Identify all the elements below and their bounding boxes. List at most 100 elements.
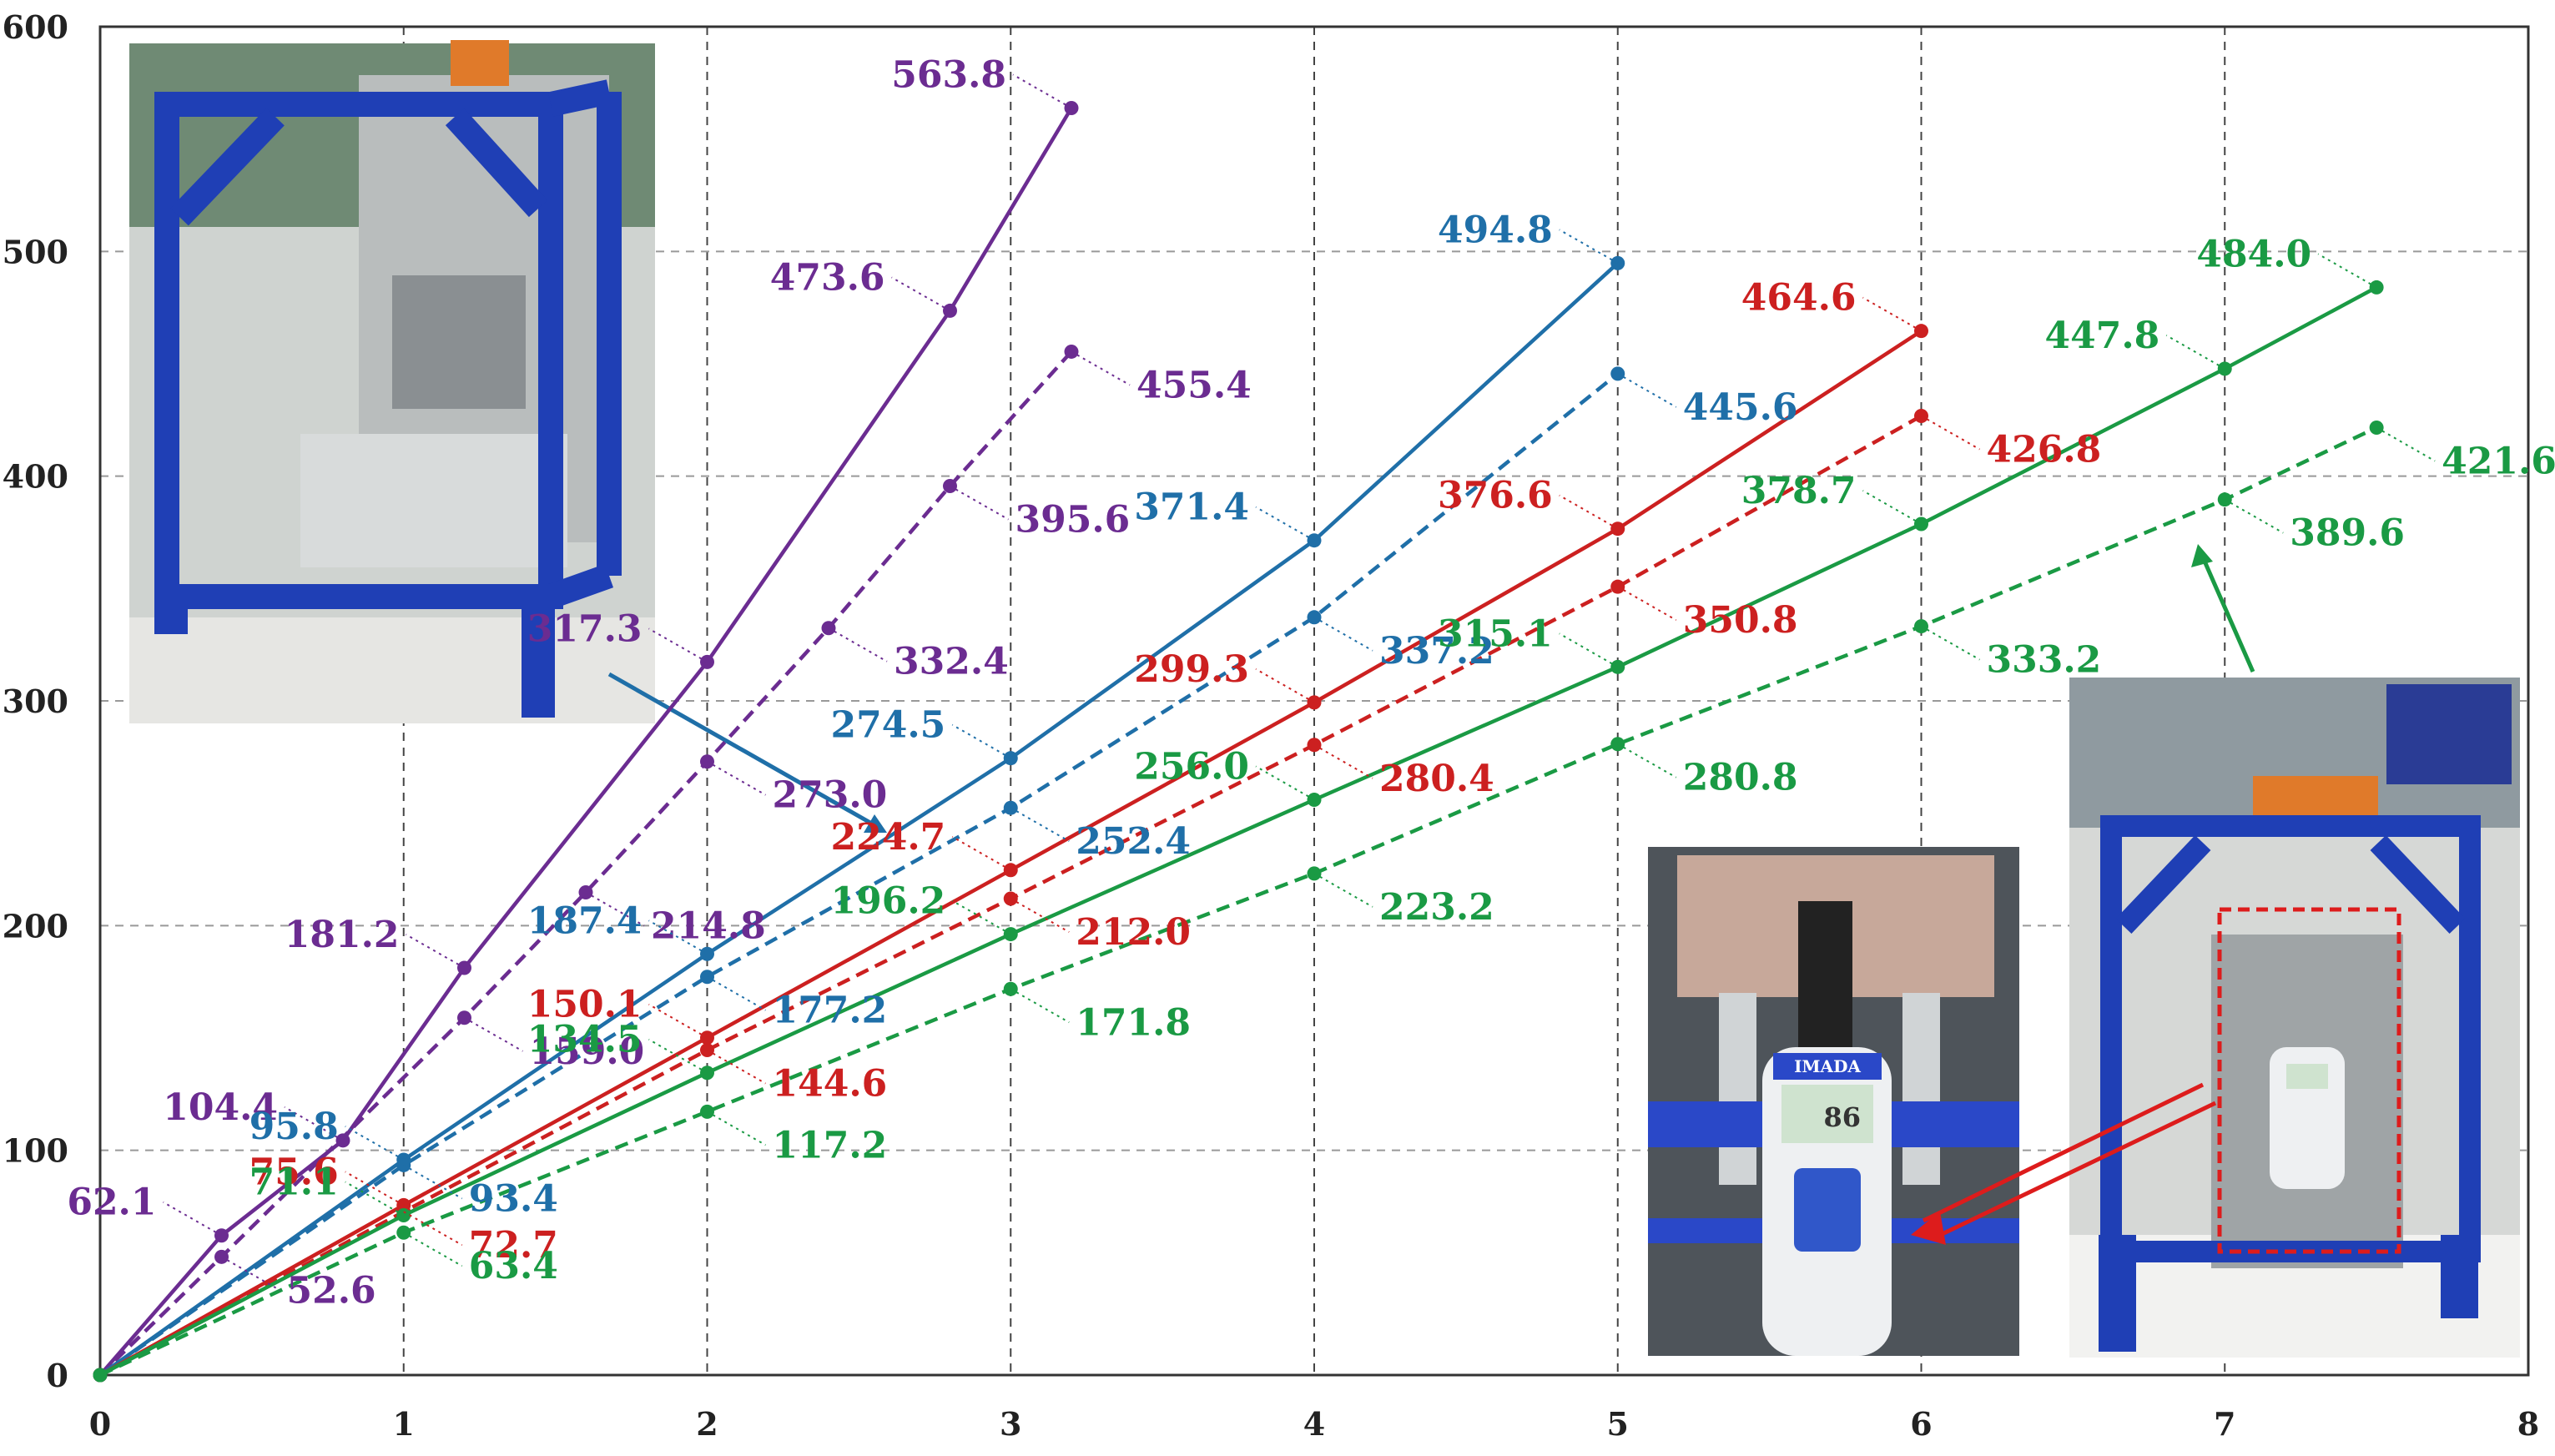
label-leader (403, 1211, 463, 1247)
label-leader (1862, 490, 1922, 525)
series-0-labels: 62.1 104.4 181.2 317.3 473.6 563.8 (67, 53, 1072, 1237)
data-label: 317.3 (527, 607, 643, 650)
y-tick-label: 200 (3, 907, 68, 945)
data-label: 395.6 (1015, 499, 1131, 542)
label-leader (284, 1106, 344, 1141)
data-label: 134.5 (527, 1019, 643, 1061)
y-tick-label: 600 (3, 8, 68, 46)
data-label: 273.0 (773, 774, 888, 817)
x-tick-label: 8 (2517, 1405, 2539, 1443)
series-4-labels: 75.6 150.1 224.7 299.3 376.6 464.6 (249, 277, 1922, 1207)
series-line (98, 350, 1073, 1377)
photo-test-rig (129, 40, 655, 723)
data-label: 280.4 (1379, 758, 1494, 800)
series-line (98, 261, 1620, 1377)
data-label: 150.1 (527, 984, 643, 1026)
data-label: 563.8 (891, 53, 1006, 96)
y-tick-label: 500 (3, 233, 68, 270)
label-leader (1921, 415, 1980, 451)
label-leader (585, 891, 645, 927)
x-tick-label: 5 (1607, 1405, 1629, 1443)
gauge-reading: 86 (1823, 1101, 1861, 1133)
data-label: 252.4 (1076, 820, 1191, 863)
data-label: 144.6 (773, 1063, 888, 1106)
x-tick-label: 4 (1303, 1405, 1325, 1443)
data-label: 280.8 (1683, 757, 1798, 799)
data-label: 171.8 (1076, 1001, 1191, 1044)
gauge-brand: IMADA (1794, 1056, 1861, 1076)
series-1-labels: 52.6 159.0 214.8 273.0 332.4 395.6 455.4 (221, 350, 1252, 1312)
label-leader (1313, 616, 1373, 652)
label-leader (1921, 625, 1980, 661)
label-leader (1862, 296, 1922, 332)
series-layer: 62.1 104.4 181.2 317.3 473.6 563.8 52.6 159.0 21… (67, 53, 2555, 1383)
label-leader (406, 934, 465, 969)
data-label: 63.4 (469, 1245, 558, 1287)
x-tick-label: 1 (393, 1405, 415, 1443)
data-label: 93.4 (469, 1177, 558, 1220)
label-leader (1617, 586, 1677, 622)
data-label: 447.8 (2044, 315, 2159, 357)
label-leader (648, 1003, 708, 1039)
data-label: 274.5 (830, 704, 945, 747)
plot-border (98, 25, 2530, 1377)
series-line (98, 372, 1620, 1377)
data-label: 62.1 (67, 1181, 156, 1224)
label-leader (707, 975, 766, 1011)
data-label: 445.6 (1683, 386, 1798, 429)
x-tick-label: 7 (2214, 1405, 2235, 1443)
label-leader (1255, 668, 1315, 703)
series-3-labels: 93.4 177.2 252.4 337.2 445.6 (403, 372, 1798, 1220)
data-label: 315.1 (1438, 612, 1553, 655)
label-leader (163, 1201, 222, 1237)
label-leader (648, 919, 708, 955)
photo-rig-with-gauge (2069, 678, 2520, 1358)
photo-force-gauge: IMADA 86 (1648, 847, 2019, 1356)
axis-ticks: 0 1 2 3 4 5 6 7 8 0 100 200 300 400 500 600 (3, 8, 2540, 1443)
label-leader (1255, 506, 1315, 542)
data-label: 484.0 (2196, 233, 2311, 275)
data-label: 196.2 (830, 880, 945, 923)
data-label: 223.2 (1379, 886, 1494, 929)
x-tick-label: 3 (1000, 1405, 1021, 1443)
label-leader (345, 1126, 405, 1161)
data-label: 332.4 (894, 641, 1009, 683)
plot-frame (98, 25, 2530, 1377)
label-leader (707, 1111, 766, 1146)
label-leader (2317, 253, 2377, 289)
data-label: 337.2 (1379, 630, 1494, 673)
label-leader (951, 723, 1011, 759)
y-tick-label: 0 (47, 1357, 68, 1394)
label-leader (1255, 765, 1315, 801)
y-tick-label: 400 (3, 458, 68, 496)
label-leader (951, 835, 1011, 871)
label-leader (707, 760, 766, 796)
data-label: 95.8 (249, 1106, 339, 1148)
series-line (99, 426, 2378, 1378)
label-leader (648, 1038, 708, 1074)
data-label: 75.6 (249, 1151, 339, 1193)
label-leader (221, 1256, 280, 1292)
data-label: 71.1 (249, 1161, 339, 1204)
label-leader (1071, 350, 1131, 386)
label-leader (2165, 335, 2225, 370)
data-label: 421.6 (2442, 440, 2555, 482)
label-leader (1012, 73, 1072, 109)
series-5-labels: 72.7 144.6 212.0 280.4 350.8 426.8 (403, 415, 2101, 1267)
data-label: 376.6 (1438, 475, 1553, 517)
label-leader (1010, 988, 1070, 1024)
data-label: 177.2 (773, 990, 888, 1032)
label-leader (345, 1171, 405, 1207)
label-leader (2224, 498, 2284, 534)
y-tick-label: 300 (3, 683, 68, 720)
label-leader (707, 1049, 766, 1085)
data-label: 214.8 (651, 904, 766, 947)
label-leader (403, 1232, 463, 1267)
data-label: 181.2 (285, 914, 400, 956)
series-6-labels: 71.1 134.5 196.2 256.0 315.1 378.7 447.8 484.0 (249, 233, 2377, 1217)
data-label: 494.8 (1438, 209, 1553, 251)
label-leader (951, 899, 1011, 935)
x-tick-label: 0 (89, 1405, 111, 1443)
label-leader (345, 1181, 405, 1217)
